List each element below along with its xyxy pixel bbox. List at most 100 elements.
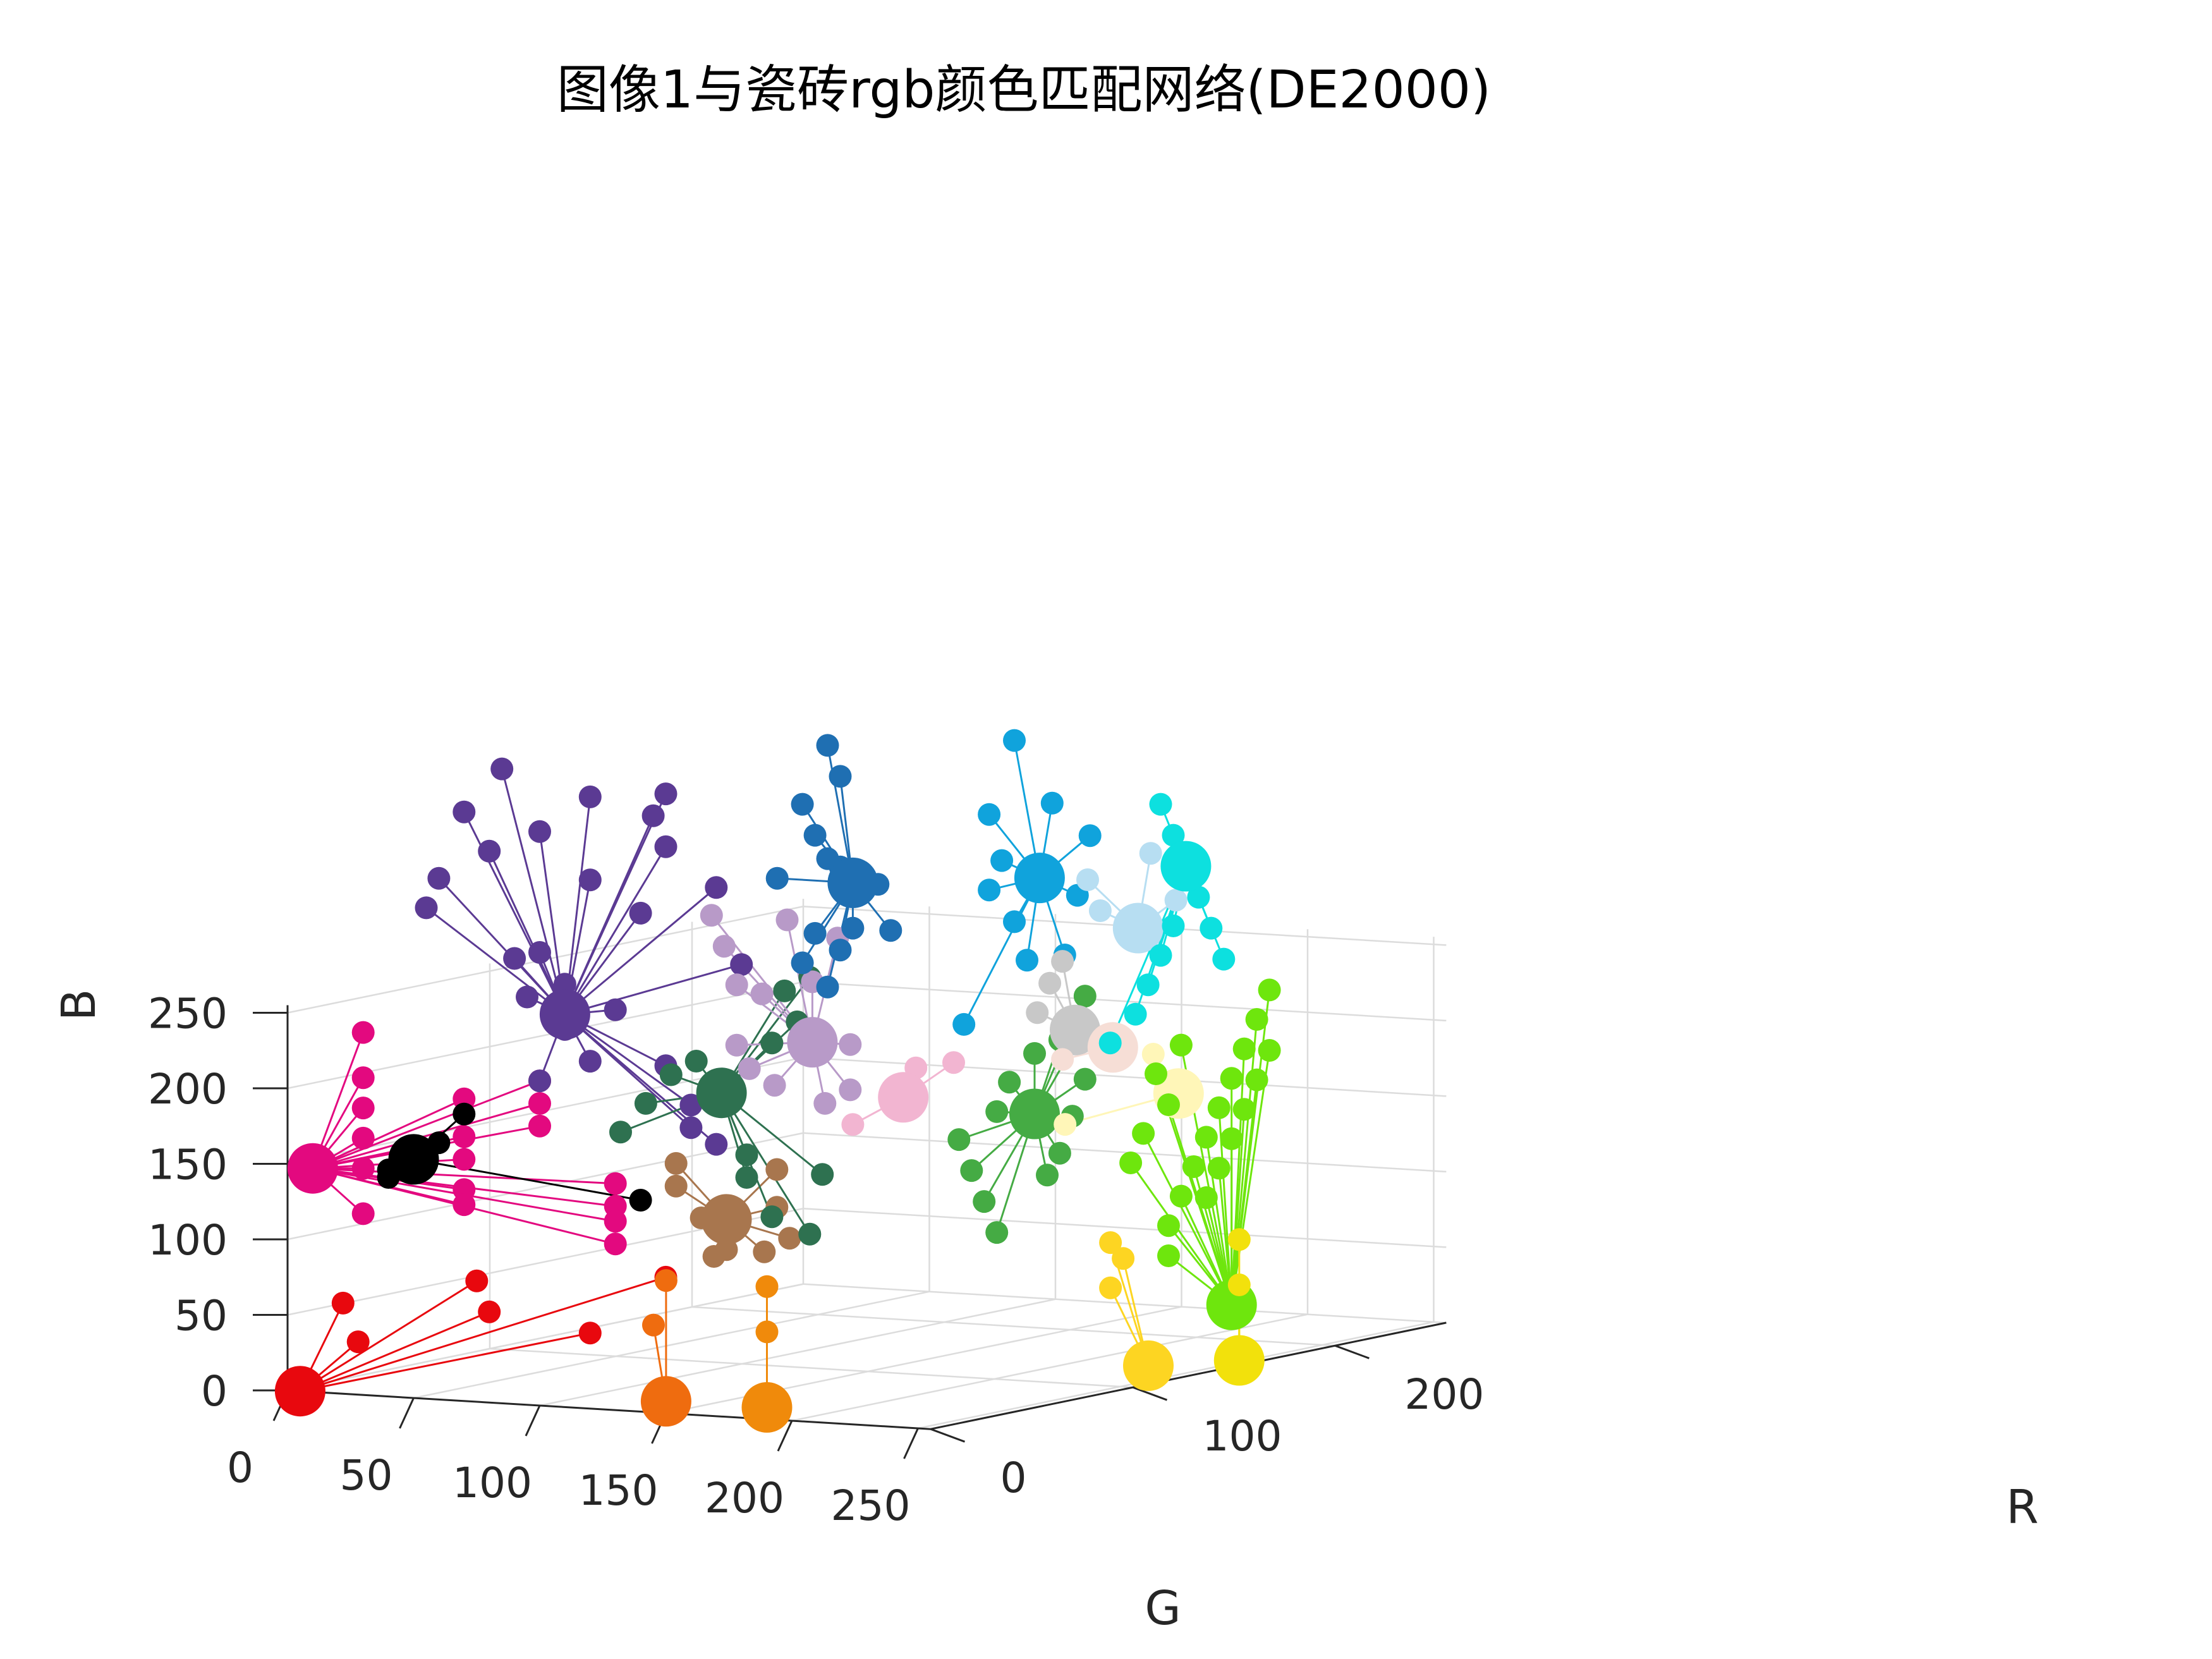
tile-color-point xyxy=(578,868,602,892)
tile-color-point xyxy=(1136,973,1160,997)
y-tick-label: 0 xyxy=(1000,1454,1027,1502)
tile-color-point xyxy=(1016,949,1038,972)
image-color-hub xyxy=(1050,1004,1100,1055)
match-edge xyxy=(1231,1050,1271,1305)
tile-color-point xyxy=(763,1074,786,1097)
image-color-hub xyxy=(1009,1088,1060,1139)
tile-color-point xyxy=(1232,1037,1256,1060)
grid-line xyxy=(539,1298,1056,1407)
tile-color-point xyxy=(503,947,526,970)
tile-color-point xyxy=(1245,1068,1268,1091)
tile-color-point xyxy=(1003,910,1026,933)
tile-color-point xyxy=(978,803,1001,826)
tile-color-point xyxy=(773,979,796,1002)
image-color-hub xyxy=(787,1017,838,1068)
tile-color-point xyxy=(528,1092,551,1115)
tile-color-point xyxy=(1245,1008,1268,1031)
tile-color-point xyxy=(952,1012,976,1036)
y-tick-label: 100 xyxy=(1203,1412,1282,1461)
match-edge xyxy=(425,907,566,1016)
tile-color-point xyxy=(765,866,789,890)
tile-color-point xyxy=(578,1050,602,1073)
tile-color-point xyxy=(998,1071,1021,1094)
tile-color-point xyxy=(1141,1043,1165,1066)
x-tick-mark xyxy=(525,1405,541,1437)
tile-color-point xyxy=(642,1313,665,1337)
grid-line xyxy=(665,1306,1182,1414)
tile-color-point xyxy=(1099,1276,1122,1299)
tile-color-point xyxy=(1212,947,1236,971)
tile-color-point xyxy=(1099,1231,1122,1255)
tile-color-point xyxy=(750,982,774,1006)
tile-color-point xyxy=(960,1159,983,1182)
tile-color-point xyxy=(351,1202,375,1225)
grid-line xyxy=(803,1207,1447,1248)
z-tick-label: 200 xyxy=(148,1065,228,1114)
x-tick-label: 100 xyxy=(453,1459,532,1507)
tile-color-point xyxy=(803,921,827,945)
match-edge xyxy=(312,1098,465,1170)
tile-color-point xyxy=(578,785,602,808)
tile-color-point xyxy=(684,1050,708,1073)
tile-color-point xyxy=(1200,916,1223,940)
tile-color-point xyxy=(841,1113,865,1136)
x-axis-label: G xyxy=(1145,1581,1181,1636)
tile-color-point xyxy=(453,1193,476,1217)
tile-color-point xyxy=(1040,791,1064,815)
tile-color-point xyxy=(775,908,799,932)
tile-color-point xyxy=(1162,823,1185,847)
tile-color-point xyxy=(1157,1093,1180,1116)
tile-color-point xyxy=(1098,1031,1122,1055)
tile-color-point xyxy=(947,1128,971,1152)
match-edge xyxy=(300,1332,591,1392)
tile-color-point xyxy=(1036,1164,1059,1187)
tile-color-point xyxy=(803,823,827,847)
match-edge xyxy=(1142,1133,1233,1306)
tile-color-point xyxy=(351,1021,375,1044)
tile-color-point xyxy=(791,951,814,975)
tile-color-point xyxy=(351,1126,375,1150)
tile-color-point xyxy=(1157,1244,1180,1267)
tile-color-point xyxy=(1026,1001,1049,1024)
grid-line xyxy=(413,1291,930,1399)
match-edge xyxy=(963,877,1041,1025)
tile-color-point xyxy=(679,1116,703,1139)
tile-color-point xyxy=(1048,1141,1071,1165)
tile-color-point xyxy=(755,1275,779,1298)
tile-color-point xyxy=(604,1172,627,1195)
tile-color-point xyxy=(578,1322,602,1345)
tile-color-point xyxy=(1162,915,1185,937)
tile-color-point xyxy=(1207,1157,1231,1180)
tile-color-point xyxy=(604,998,627,1021)
tile-color-point xyxy=(725,973,748,997)
image-color-hub xyxy=(701,1194,752,1245)
image-color-hub xyxy=(827,857,878,908)
tile-color-point xyxy=(760,1031,784,1055)
tile-color-point xyxy=(490,757,514,781)
tile-color-point xyxy=(351,1097,375,1120)
tile-color-point xyxy=(816,975,839,999)
tile-color-point xyxy=(654,782,678,806)
tile-color-point xyxy=(841,916,865,940)
tile-color-point xyxy=(1220,1127,1243,1150)
tile-color-point xyxy=(453,1102,476,1126)
grid-line xyxy=(489,1347,1133,1389)
grid-line xyxy=(918,1321,1434,1430)
y-axis-label: R xyxy=(2006,1480,2038,1534)
tile-color-point xyxy=(879,919,902,942)
y-tick-mark xyxy=(1334,1344,1370,1359)
tile-color-point xyxy=(1139,842,1162,865)
y-axis-line xyxy=(930,1322,1447,1430)
tile-color-point xyxy=(765,1158,789,1181)
tile-color-point xyxy=(829,939,852,962)
tile-color-point xyxy=(528,1114,551,1138)
tile-color-point xyxy=(1073,985,1097,1008)
tile-color-point xyxy=(1258,978,1281,1002)
image-color-hub xyxy=(1112,902,1164,954)
match-edge xyxy=(564,887,717,1016)
tile-color-point xyxy=(516,985,538,1009)
match-edge xyxy=(300,1280,478,1392)
z-tick-label: 250 xyxy=(148,990,228,1038)
tile-color-point xyxy=(735,1143,758,1167)
tile-color-point xyxy=(346,1330,370,1354)
